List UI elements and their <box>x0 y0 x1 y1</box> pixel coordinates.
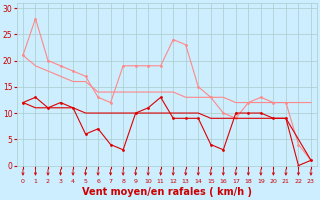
X-axis label: Vent moyen/en rafales ( km/h ): Vent moyen/en rafales ( km/h ) <box>82 187 252 197</box>
